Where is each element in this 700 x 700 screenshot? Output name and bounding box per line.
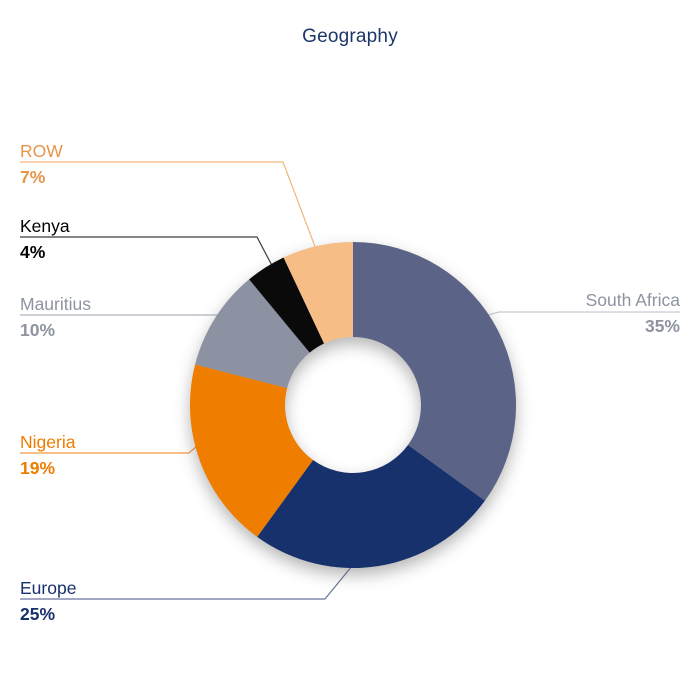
slice-name-kenya: Kenya xyxy=(20,216,70,236)
slice-label-mauritius: Mauritius 10% xyxy=(20,293,91,341)
slice-pct-kenya: 4% xyxy=(20,242,46,262)
slice-name-mauritius: Mauritius xyxy=(20,294,91,314)
leader-line-south-africa xyxy=(487,311,680,316)
slice-label-kenya: Kenya 4% xyxy=(20,215,70,263)
leader-line-europe xyxy=(20,565,353,600)
leader-line-row xyxy=(20,161,323,266)
slice-name-europe: Europe xyxy=(20,578,77,598)
slice-pct-row: 7% xyxy=(20,167,46,187)
slice-label-row: ROW 7% xyxy=(20,140,63,188)
slice-pct-europe: 25% xyxy=(20,604,56,624)
pie-slice-kenya[interactable] xyxy=(249,257,325,353)
slice-label-nigeria: Nigeria 19% xyxy=(20,431,75,479)
slice-pct-south-africa: 35% xyxy=(644,316,680,336)
slice-label-europe: Europe 25% xyxy=(20,577,76,625)
slice-name-south-africa: South Africa xyxy=(585,290,680,310)
donut-slices xyxy=(190,242,516,568)
pie-slice-europe[interactable] xyxy=(257,444,485,568)
slice-pct-nigeria: 19% xyxy=(20,458,56,478)
slice-name-row: ROW xyxy=(20,141,63,161)
chart-title: Geography xyxy=(302,26,398,47)
pie-slice-mauritius[interactable] xyxy=(195,279,310,389)
pie-slice-nigeria[interactable] xyxy=(190,364,314,537)
slice-label-south-africa: South Africa 35% xyxy=(586,289,680,337)
leader-line-nigeria xyxy=(20,445,198,454)
slice-name-nigeria: Nigeria xyxy=(20,432,76,452)
pie-slice-row[interactable] xyxy=(283,242,353,344)
pie-slice-south-africa[interactable] xyxy=(353,242,516,501)
slice-pct-mauritius: 10% xyxy=(20,320,56,340)
